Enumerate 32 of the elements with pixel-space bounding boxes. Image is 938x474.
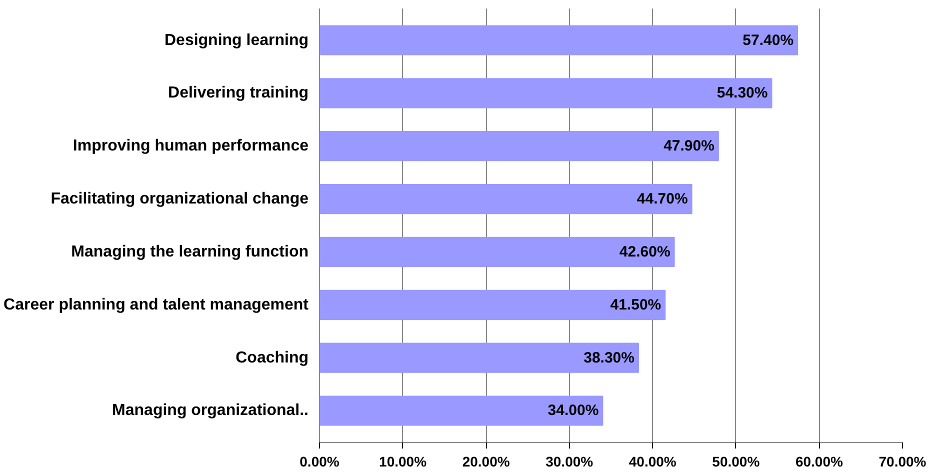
y-tick-label: Career planning and talent management xyxy=(4,296,310,314)
x-tick-label: 30.00% xyxy=(546,454,594,470)
bar xyxy=(320,184,692,214)
data-label: 41.50% xyxy=(610,296,662,314)
x-tick-label: 50.00% xyxy=(712,454,760,470)
y-tick-label: Managing the learning function xyxy=(71,243,308,260)
x-tick-label: 20.00% xyxy=(462,454,510,470)
x-tick-label: 10.00% xyxy=(379,454,428,470)
y-tick-label: Delivering training xyxy=(168,84,308,102)
bar xyxy=(320,396,604,426)
y-tick-label: Coaching xyxy=(236,349,308,366)
x-tick-label: 70.00% xyxy=(878,454,927,470)
y-tick-label: Managing organizational.. xyxy=(112,402,308,420)
y-tick-label: Designing learning xyxy=(164,32,308,49)
x-tick-label: 40.00% xyxy=(628,454,677,470)
y-tick-label: Facilitating organizational change xyxy=(50,190,309,208)
bar xyxy=(320,290,666,320)
bar xyxy=(320,236,675,268)
bar xyxy=(320,342,639,373)
data-label: 38.30% xyxy=(584,349,634,366)
y-tick-label: Improving human performance xyxy=(72,138,309,155)
data-label: 42.60% xyxy=(619,243,670,260)
bar xyxy=(320,131,719,162)
x-tick-label: 60.00% xyxy=(795,454,844,470)
data-label: 34.00% xyxy=(548,402,599,420)
data-label: 47.90% xyxy=(664,138,714,155)
data-label: 54.30% xyxy=(716,84,768,102)
data-label: 44.70% xyxy=(636,190,688,208)
bar xyxy=(320,25,798,56)
x-tick-label: 0.00% xyxy=(300,454,340,470)
data-label: 57.40% xyxy=(742,32,794,49)
bar xyxy=(320,78,772,108)
